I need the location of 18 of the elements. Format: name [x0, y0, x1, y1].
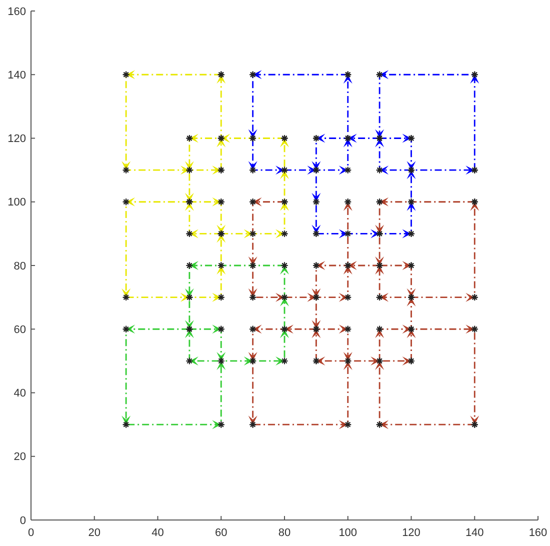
y-tick-label: 0	[20, 514, 26, 527]
x-tick-label: 60	[215, 527, 228, 539]
x-tick-label: 120	[402, 527, 420, 539]
y-tick-label: 100	[8, 196, 26, 209]
x-tick-label: 140	[465, 527, 484, 539]
y-tick-label: 160	[8, 6, 26, 18]
x-tick-label: 80	[278, 527, 291, 539]
x-tick-label: 160	[528, 527, 548, 539]
y-tick-label: 80	[14, 260, 26, 272]
y-tick-label: 40	[14, 388, 26, 400]
x-tick-label: 40	[152, 527, 164, 539]
y-tick-label: 140	[8, 69, 26, 82]
x-tick-label: 0	[28, 527, 34, 539]
y-tick-label: 120	[8, 133, 26, 146]
x-tick-label: 20	[88, 527, 100, 539]
x-tick-label: 100	[338, 527, 358, 539]
y-tick-label: 20	[14, 451, 26, 464]
y-tick-label: 60	[14, 324, 26, 336]
